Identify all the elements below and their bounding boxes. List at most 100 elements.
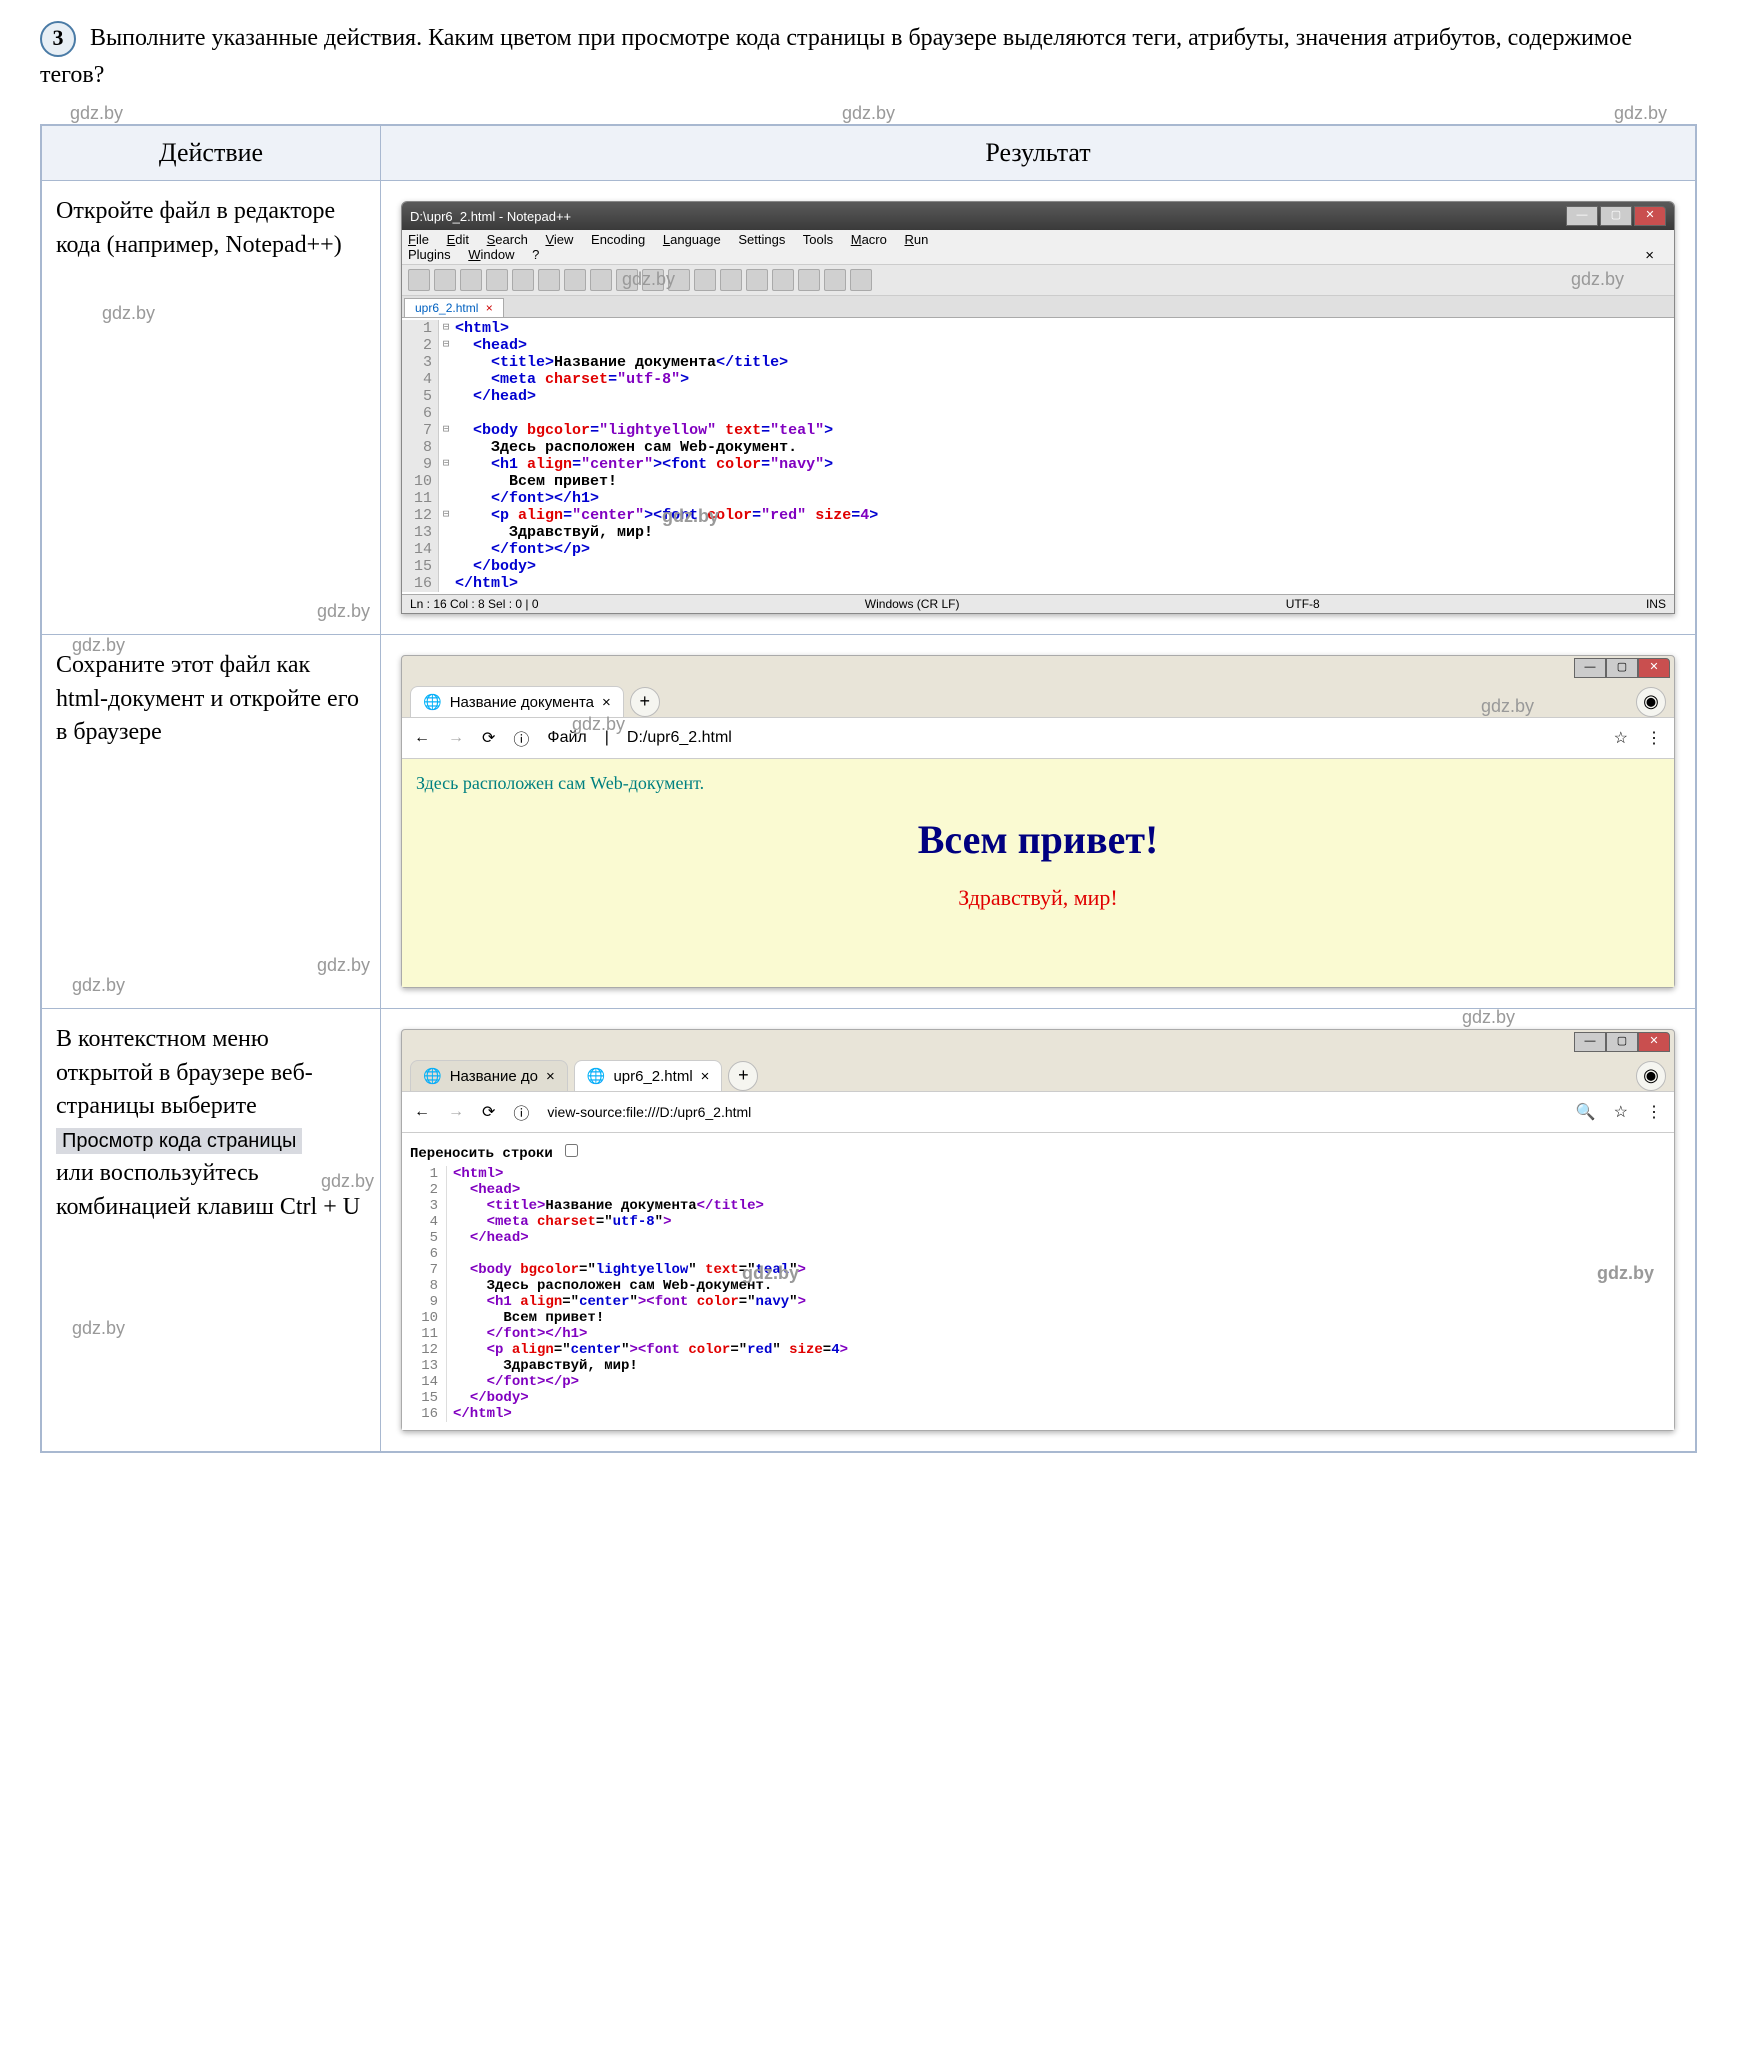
table-row: В контекстном меню открытой в браузере в… (41, 1009, 1696, 1453)
source-body: Переносить строки 1<html>2 <head>3 <titl… (402, 1133, 1674, 1430)
action-cell-2: gdz.by Сохраните этот файл как html-доку… (41, 635, 381, 1009)
menu-plugins[interactable]: Plugins (408, 247, 451, 262)
tab-close-icon[interactable]: × (701, 1068, 710, 1085)
header-result: Результат (381, 125, 1697, 181)
close-button[interactable]: ✕ (1638, 658, 1670, 678)
back-button[interactable]: ← (414, 729, 430, 747)
menu-icon[interactable]: ⋮ (1646, 1102, 1662, 1122)
toolbar-icon[interactable] (824, 269, 846, 291)
globe-icon: 🌐 (423, 693, 442, 711)
tab-close-icon[interactable]: × (546, 1068, 555, 1085)
file-tab[interactable]: upr6_2.html × (404, 298, 504, 317)
maximize-button[interactable]: ▢ (1600, 206, 1632, 226)
menu-window[interactable]: Window (468, 247, 514, 262)
page-p: Здравствуй, мир! (416, 885, 1660, 911)
wrap-checkbox[interactable] (565, 1144, 578, 1157)
status-pos: Ln : 16 Col : 8 Sel : 0 | 0 (410, 597, 539, 611)
toolbar-icon[interactable] (694, 269, 716, 291)
statusbar: Ln : 16 Col : 8 Sel : 0 | 0 Windows (CR … (402, 594, 1674, 613)
maximize-button[interactable]: ▢ (1606, 1032, 1638, 1052)
toolbar-icon[interactable] (850, 269, 872, 291)
profile-button[interactable]: ◉ (1636, 1061, 1666, 1091)
forward-button[interactable]: → (448, 1103, 464, 1121)
toolbar-icon[interactable] (720, 269, 742, 291)
maximize-button[interactable]: ▢ (1606, 658, 1638, 678)
url-text[interactable]: D:/upr6_2.html (627, 729, 1596, 747)
menu-search[interactable]: Search (487, 232, 528, 247)
app-title: D:\upr6_2.html - Notepad++ (410, 209, 571, 224)
globe-icon: 🌐 (587, 1067, 606, 1085)
back-button[interactable]: ← (414, 1103, 430, 1121)
action-cell-1: Откройте файл в редакторе кода (например… (41, 181, 381, 635)
question-text: Выполните указанные действия. Каким цвет… (40, 25, 1632, 88)
code-editor[interactable]: gdz.by 1⊟<html>2⊟ <head>3 <title>Названи… (402, 317, 1674, 594)
menu-edit[interactable]: Edit (447, 232, 469, 247)
result-cell-3: gdz.by — ▢ ✕ 🌐 Название до × 🌐 upr6_2.ht… (381, 1009, 1697, 1453)
search-icon[interactable]: 🔍 (1576, 1102, 1596, 1122)
globe-icon: 🌐 (423, 1067, 442, 1085)
info-icon: ⓘ (513, 1100, 529, 1124)
menu-view[interactable]: View (545, 232, 573, 247)
menu-close-x[interactable]: × (1645, 247, 1654, 264)
star-icon[interactable]: ☆ (1614, 1102, 1628, 1122)
context-menu-item: Просмотр кода страницы (56, 1128, 302, 1154)
menu-language[interactable]: Language (663, 232, 721, 247)
toolbar-icon[interactable] (512, 269, 534, 291)
menu-settings[interactable]: Settings (738, 232, 785, 247)
close-button[interactable]: ✕ (1638, 1032, 1670, 1052)
titlebar: D:\upr6_2.html - Notepad++ — ▢ ✕ (402, 202, 1674, 230)
browser-tab[interactable]: 🌐 Название до × (410, 1060, 568, 1091)
body-text: Здесь расположен сам Web-документ. (416, 773, 1660, 794)
close-button[interactable]: ✕ (1634, 206, 1666, 226)
menu-macro[interactable]: Macro (851, 232, 887, 247)
browser-tab-active[interactable]: 🌐 upr6_2.html × (574, 1060, 723, 1091)
star-icon[interactable]: ☆ (1614, 728, 1628, 748)
browser-tab[interactable]: 🌐 Название документа × (410, 686, 624, 717)
status-utf: UTF-8 (1286, 597, 1320, 611)
toolbar-icon[interactable] (538, 269, 560, 291)
reload-button[interactable]: ⟳ (482, 1102, 495, 1122)
toolbar-icon[interactable] (590, 269, 612, 291)
question-block: 3 Выполните указанные действия. Каким цв… (40, 20, 1697, 93)
address-bar: ← → ⟳ ⓘ view-source:file:///D:/upr6_2.ht… (402, 1091, 1674, 1133)
toolbar: gdz.by gdz.by (402, 265, 1674, 296)
toolbar-icon[interactable] (746, 269, 768, 291)
menu-tools[interactable]: Tools (803, 232, 833, 247)
toolbar-icon[interactable] (434, 269, 456, 291)
toolbar-icon[interactable] (460, 269, 482, 291)
status-enc: Windows (CR LF) (865, 597, 960, 611)
toolbar-icon[interactable] (408, 269, 430, 291)
menu-encoding[interactable]: Encoding (591, 232, 645, 247)
toolbar-icon[interactable] (798, 269, 820, 291)
menu-file[interactable]: File (408, 232, 429, 247)
menu-run[interactable]: Run (904, 232, 928, 247)
toolbar-icon[interactable] (564, 269, 586, 291)
browser-source-window: — ▢ ✕ 🌐 Название до × 🌐 upr6_2.html × + … (401, 1029, 1675, 1431)
menu-help[interactable]: ? (532, 247, 539, 262)
new-tab-button[interactable]: + (728, 1061, 758, 1091)
minimize-button[interactable]: — (1574, 658, 1606, 678)
reload-button[interactable]: ⟳ (482, 728, 495, 748)
result-cell-2: — ▢ ✕ 🌐 Название документа × + ◉ gdz.by … (381, 635, 1697, 1009)
toolbar-icon[interactable] (772, 269, 794, 291)
minimize-button[interactable]: — (1574, 1032, 1606, 1052)
new-tab-button[interactable]: + (630, 687, 660, 717)
toolbar-icon[interactable] (486, 269, 508, 291)
profile-button[interactable]: ◉ (1636, 687, 1666, 717)
exercise-table: Действие Результат Откройте файл в редак… (40, 124, 1697, 1453)
wrap-row: Переносить строки (410, 1141, 1666, 1162)
header-action: Действие (41, 125, 381, 181)
menu-icon[interactable]: ⋮ (1646, 728, 1662, 748)
url-text[interactable]: view-source:file:///D:/upr6_2.html (547, 1104, 1557, 1120)
tab-close-icon[interactable]: × (486, 301, 493, 315)
status-ins: INS (1646, 597, 1666, 611)
page-body: Здесь расположен сам Web-документ. Всем … (402, 759, 1674, 987)
tab-close-icon[interactable]: × (602, 694, 611, 711)
action-cell-3: В контекстном меню открытой в браузере в… (41, 1009, 381, 1453)
forward-button[interactable]: → (448, 729, 464, 747)
watermark-row: gdz.by gdz.by gdz.by (40, 103, 1697, 124)
window-controls: — ▢ ✕ (1566, 206, 1666, 226)
table-row: Откройте файл в редакторе кода (например… (41, 181, 1696, 635)
info-icon: ⓘ (513, 726, 529, 750)
minimize-button[interactable]: — (1566, 206, 1598, 226)
